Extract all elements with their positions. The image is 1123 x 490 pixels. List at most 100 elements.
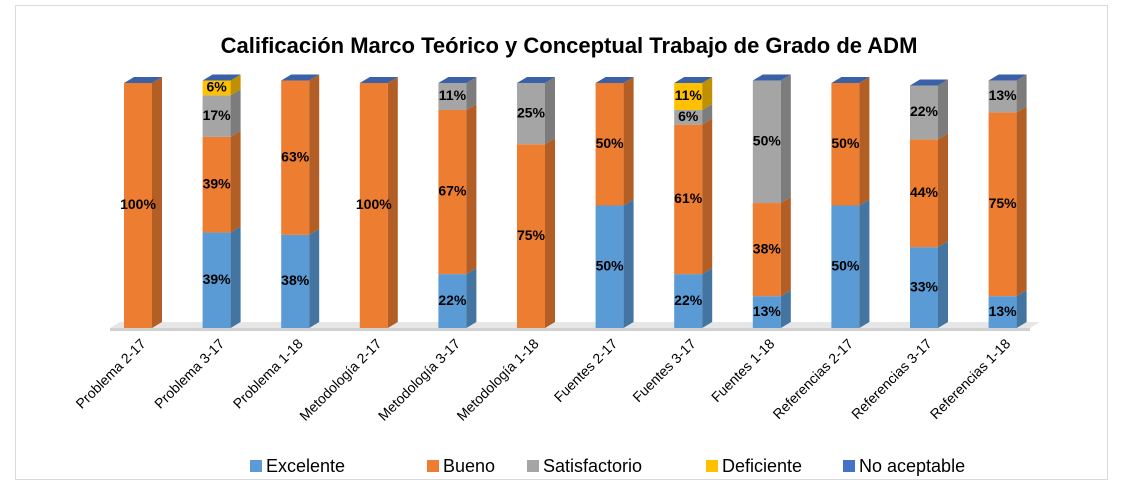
legend-label: Satisfactorio: [543, 456, 642, 476]
bar-top: [910, 79, 948, 86]
bar-segment: [988, 112, 1017, 297]
bar-segment: [517, 83, 545, 145]
data-label: 75%: [517, 227, 546, 243]
data-label: 11%: [675, 87, 703, 103]
bar-top: [831, 77, 870, 83]
bar-side: [702, 103, 713, 125]
bar-side: [1016, 290, 1027, 328]
data-label: 13%: [989, 303, 1018, 319]
bar-side: [859, 77, 870, 206]
bar-side: [1016, 74, 1027, 113]
bar-side: [859, 199, 870, 328]
legend-label: No aceptable: [859, 456, 965, 476]
bar-segment: [752, 203, 781, 297]
bar-top: [202, 74, 241, 81]
data-label: 100%: [356, 196, 392, 212]
data-label: 50%: [831, 257, 860, 273]
bar-side: [780, 197, 791, 297]
bar-side: [309, 228, 320, 328]
data-label: 25%: [517, 104, 546, 120]
data-label: 50%: [753, 133, 782, 149]
legend-swatch: [250, 460, 262, 472]
bar-segment: [752, 296, 781, 328]
bar-segment: [988, 296, 1017, 328]
bar-top: [752, 74, 791, 81]
bar-side: [466, 268, 477, 328]
legend-label: Excelente: [266, 456, 345, 476]
bar-segment: [910, 139, 938, 248]
bar-side: [230, 74, 241, 96]
chart-title: Calificación Marco Teórico y Conceptual …: [221, 33, 918, 58]
bar-side: [780, 290, 791, 328]
data-label: 39%: [203, 271, 232, 287]
bar-side: [623, 199, 634, 328]
data-label: 75%: [989, 195, 1018, 211]
bar-segment: [752, 80, 781, 204]
bar-segment: [595, 83, 624, 206]
data-label: 50%: [831, 135, 860, 151]
bar-side: [780, 74, 791, 204]
bar-segment: [517, 144, 545, 328]
data-label: 6%: [678, 108, 699, 124]
bar-top: [988, 74, 1027, 81]
bar-top: [281, 74, 320, 81]
bar-side: [387, 77, 398, 328]
legend-swatch: [527, 460, 539, 472]
legend-swatch: [427, 460, 439, 472]
floor: [110, 322, 1040, 328]
data-label: 38%: [753, 240, 782, 256]
bar-segment: [438, 83, 467, 110]
data-label: 50%: [596, 257, 625, 273]
bar-top: [595, 77, 634, 83]
bar-segment: [910, 247, 938, 328]
bar-side: [152, 77, 162, 328]
data-label: 22%: [910, 103, 939, 119]
bar-segment: [674, 109, 703, 125]
data-label: 6%: [206, 79, 227, 95]
legend-label: Bueno: [443, 456, 495, 476]
bar-side: [938, 79, 948, 140]
data-label: 44%: [910, 184, 939, 200]
data-label: 13%: [753, 303, 782, 319]
data-label: 63%: [281, 148, 310, 164]
bar-segment: [281, 80, 310, 235]
legend-swatch: [706, 460, 718, 472]
data-label: 11%: [439, 87, 467, 103]
bar-segment: [202, 95, 231, 137]
data-label: 22%: [438, 292, 467, 308]
bar-segment: [674, 274, 703, 328]
data-label: 17%: [203, 107, 232, 123]
data-label: 50%: [596, 135, 625, 151]
bar-segment: [831, 205, 860, 328]
bar-side: [938, 133, 948, 248]
bar-side: [545, 138, 555, 328]
floor-edge: [110, 328, 1030, 331]
bar-segment: [988, 80, 1017, 113]
data-label: 61%: [674, 190, 703, 206]
bar-side: [230, 130, 241, 233]
bar-segment: [124, 83, 152, 328]
bar-top: [674, 77, 713, 83]
bar-segment: [438, 274, 467, 328]
bar-segment: [674, 83, 703, 110]
bar-side: [466, 77, 477, 110]
legend-label: Deficiente: [722, 456, 802, 476]
bar-side: [702, 118, 713, 275]
bar-segment: [910, 85, 938, 140]
bar-side: [230, 89, 241, 137]
bar-segment: [202, 136, 231, 233]
bar-side: [1016, 106, 1027, 297]
bar-side: [938, 241, 948, 328]
bar-side: [545, 77, 555, 145]
legend-swatch: [843, 460, 855, 472]
bar-side: [702, 268, 713, 328]
bar-segment: [202, 232, 231, 328]
data-label: 100%: [120, 196, 156, 212]
bar-segment: [202, 80, 231, 96]
data-label: 33%: [910, 278, 939, 294]
data-label: 22%: [674, 292, 703, 308]
bar-segment: [674, 124, 703, 275]
bar-side: [623, 77, 634, 206]
